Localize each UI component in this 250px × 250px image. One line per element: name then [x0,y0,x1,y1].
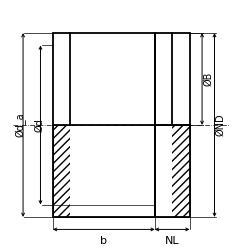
Bar [53,33,155,217]
Text: NL: NL [165,236,180,246]
Bar [155,125,190,217]
Text: ØND: ØND [216,114,226,136]
Bar [70,33,172,217]
Text: Ød: Ød [34,118,44,132]
Bar [53,125,155,217]
Bar [53,33,70,125]
Text: Ød_a: Ød_a [15,113,26,137]
Text: ØB: ØB [203,72,213,86]
Bar [172,33,190,125]
Text: b: b [100,236,107,246]
Bar [155,33,190,125]
Bar [155,125,190,217]
